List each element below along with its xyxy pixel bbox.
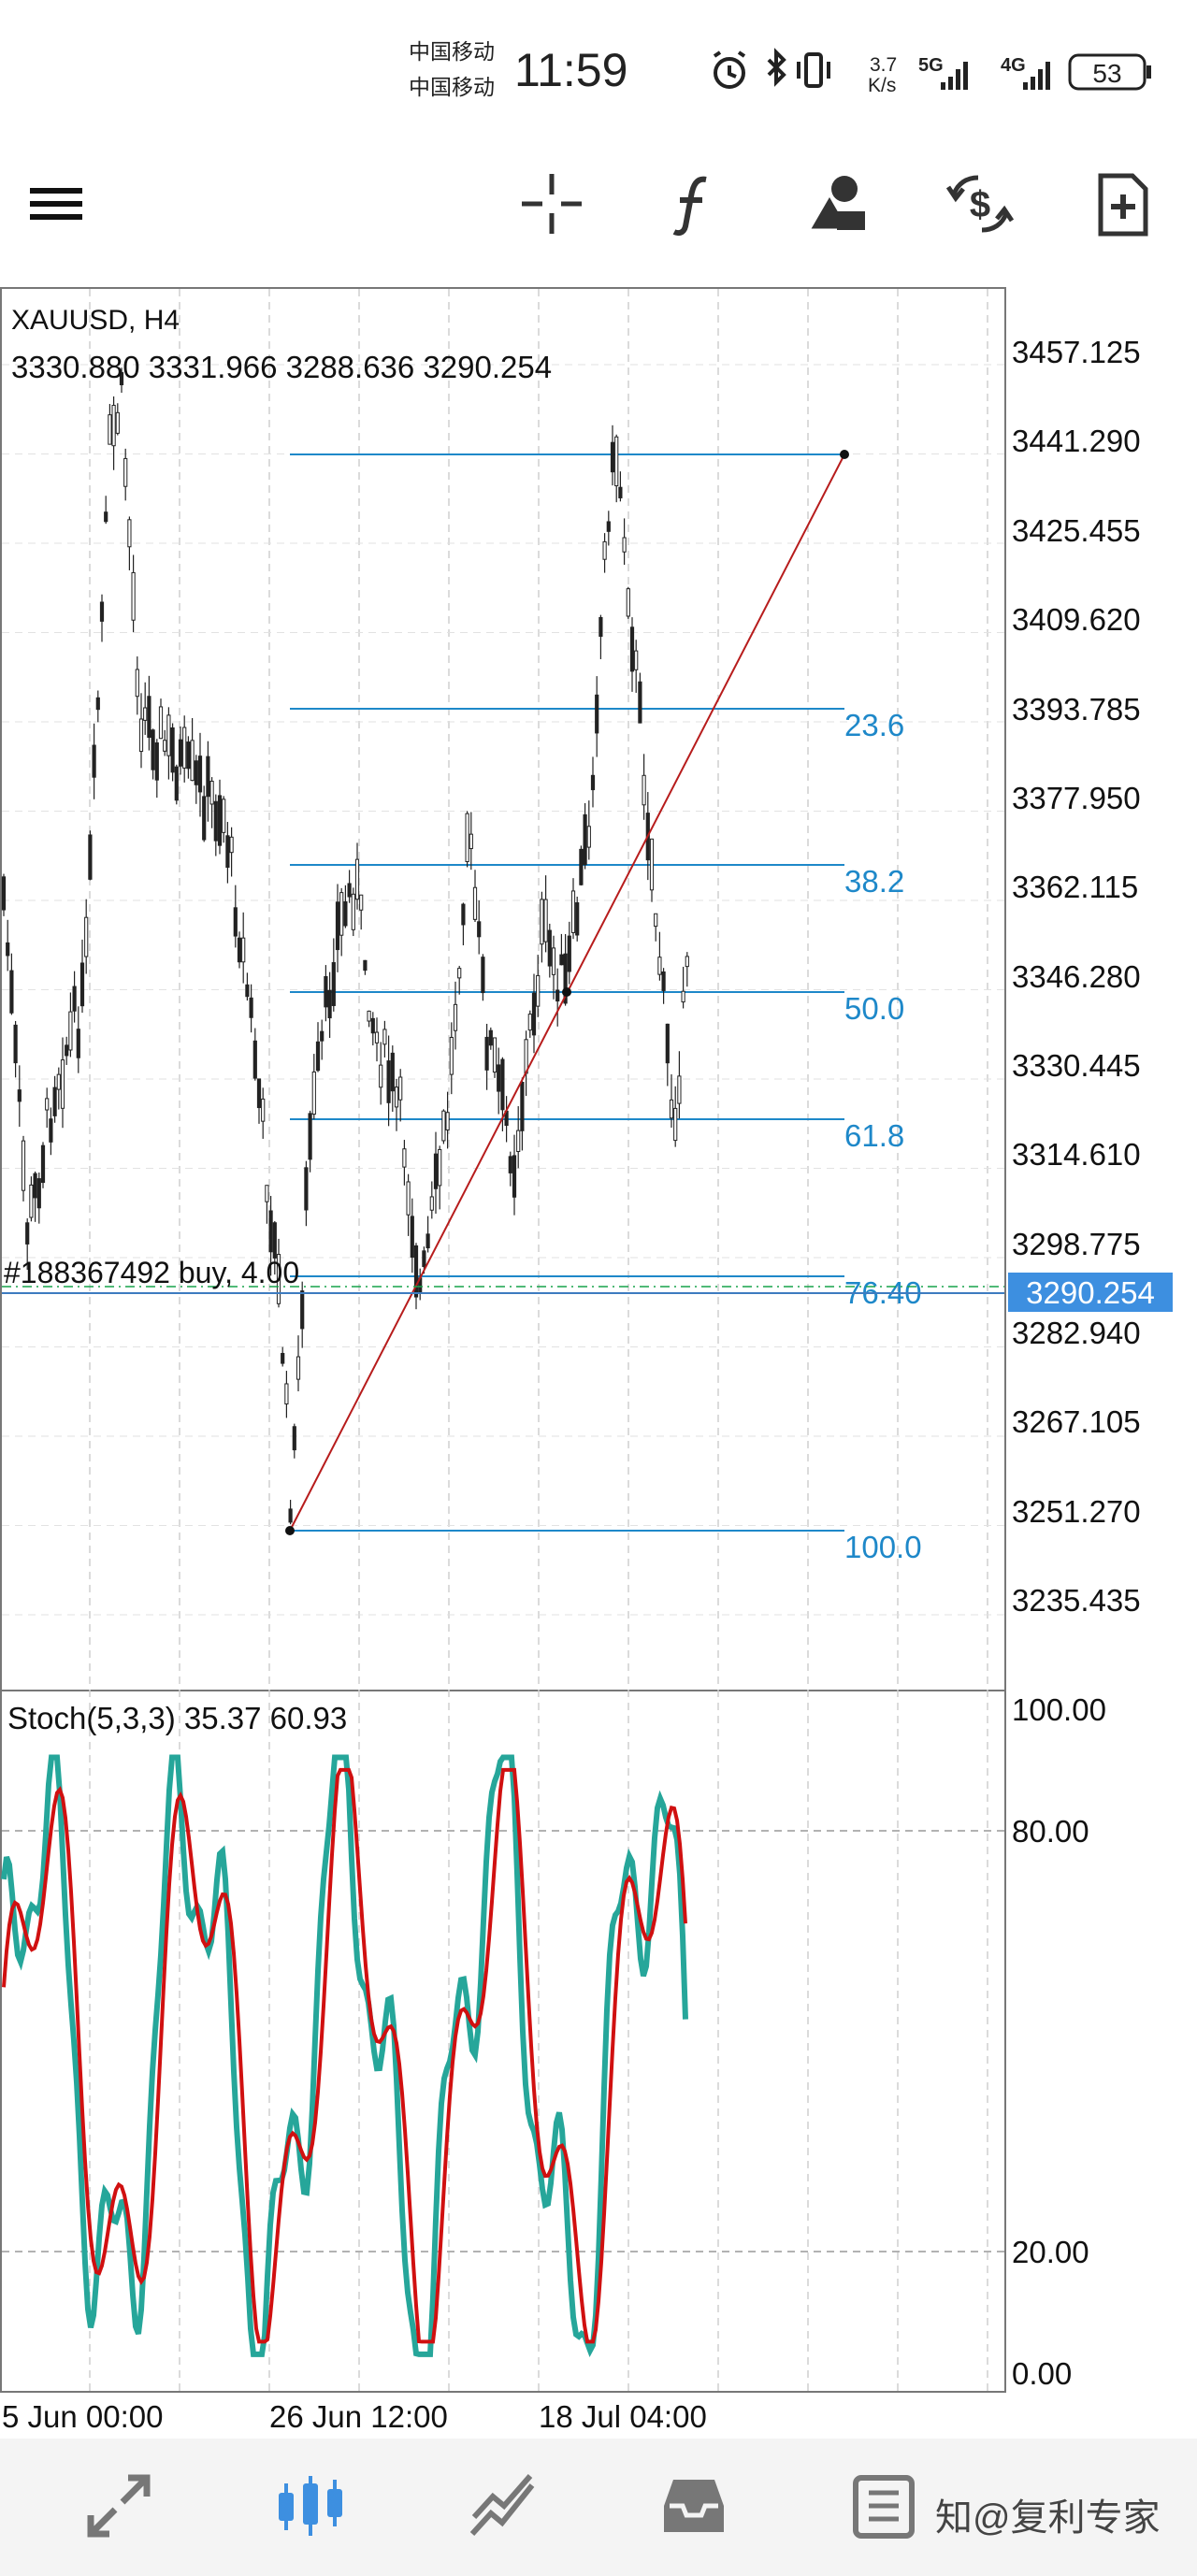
trend-anchor-end (840, 450, 849, 459)
stoch-label: Stoch(5,3,3) 35.37 60.93 (7, 1701, 347, 1735)
price-axis-label: 3457.125 (1012, 335, 1141, 369)
price-axis-label: 3235.435 (1012, 1583, 1141, 1618)
stoch-levels (2, 1830, 1004, 2252)
signal-icon-1 (941, 62, 968, 90)
price-axis-label: 3393.785 (1012, 692, 1141, 727)
price-axis-label: 3346.280 (1012, 959, 1141, 994)
date-axis-label: 26 Jun 12:00 (269, 2399, 448, 2434)
price-axis-label: 3330.445 (1012, 1048, 1141, 1083)
chart-area[interactable]: 3457.125 3441.290 3425.455 3409.620 3393… (0, 285, 1197, 2436)
stoch-axis-label: 20.00 (1012, 2235, 1089, 2269)
clock: 11:59 (514, 44, 628, 96)
price-axis-label: 3362.115 (1012, 870, 1138, 904)
fibonacci-levels (290, 453, 844, 1532)
toolbar (0, 140, 1197, 281)
status-icons: 3.7 K/s 5G 4G 53 (713, 48, 1151, 96)
svg-text:$: $ (970, 184, 990, 225)
price-axis-label: 3251.270 (1012, 1494, 1141, 1529)
current-price: 3290.254 (1026, 1275, 1155, 1310)
stoch-signal-line (2, 1767, 687, 2344)
ohlc-label: 3330.880 3331.966 3288.636 3290.254 (11, 350, 552, 384)
price-axis-label: 3314.610 (1012, 1137, 1141, 1172)
crosshair-icon[interactable] (516, 168, 587, 239)
price-axis-label: 3425.455 (1012, 513, 1141, 548)
date-axis-label: 5 Jun 00:00 (2, 2399, 163, 2434)
vibrate-icon (797, 52, 830, 88)
fib-label: 100.0 (844, 1530, 922, 1564)
fib-label: 38.2 (844, 864, 904, 899)
history-icon[interactable] (846, 2468, 921, 2543)
stoch-panel (0, 1690, 1006, 2393)
status-bar: 中国移动 中国移动 11:59 3.7 K/s 5G 4G 53 (0, 0, 1197, 140)
trend-anchor-start (285, 1526, 295, 1535)
network-4g-label: 4G (1001, 55, 1026, 76)
price-axis: 3457.125 3441.290 3425.455 3409.620 3393… (1012, 335, 1141, 1618)
date-axis: 5 Jun 00:00 26 Jun 12:00 18 Jul 04:00 (2, 2399, 707, 2434)
bluetooth-icon (767, 48, 786, 87)
signal-icon-2 (1023, 62, 1050, 90)
stoch-axis: 100.00 80.00 20.00 0.00 (1012, 1692, 1106, 2391)
stoch-axis-label: 80.00 (1012, 1814, 1089, 1849)
date-axis-label: 18 Jul 04:00 (539, 2399, 707, 2434)
fib-label: 61.8 (844, 1118, 904, 1153)
fib-label: 50.0 (844, 991, 904, 1026)
trend-anchor-mid (562, 987, 571, 997)
menu-icon[interactable] (21, 168, 92, 239)
stoch-axis-label: 0.00 (1012, 2356, 1072, 2391)
net-speed-unit: K/s (868, 75, 896, 96)
price-axis-label: 3282.940 (1012, 1316, 1141, 1350)
candlestick-series (1, 367, 689, 1525)
trade-icon[interactable] (81, 2468, 156, 2543)
price-axis-label: 3409.620 (1012, 602, 1141, 637)
battery-icon: 53 (1068, 53, 1151, 91)
symbol-label: XAUUSD, H4 (11, 305, 180, 336)
fib-label: 23.6 (844, 708, 904, 742)
new-document-icon[interactable] (1088, 168, 1159, 239)
bottom-navigation (0, 2439, 1197, 2576)
battery-level: 53 (1092, 59, 1121, 88)
price-chart[interactable]: 3457.125 3441.290 3425.455 3409.620 3393… (0, 285, 1197, 2436)
stoch-axis-label: 100.00 (1012, 1692, 1106, 1727)
order-label: #188367492 buy, 4.00 (4, 1256, 299, 1289)
current-price-tag (1008, 1273, 1173, 1312)
analytics-icon[interactable] (465, 2468, 540, 2543)
chart-icon[interactable] (273, 2468, 348, 2543)
inbox-icon[interactable] (656, 2468, 731, 2543)
net-speed-value: 3.7 (870, 54, 897, 76)
alarm-icon (713, 50, 746, 89)
network-5g-label: 5G (918, 55, 944, 76)
price-axis-label: 3441.290 (1012, 424, 1141, 458)
carrier-label-1: 中国移动 (409, 39, 495, 64)
carrier-label-2: 中国移动 (409, 75, 495, 99)
price-axis-label: 3377.950 (1012, 781, 1141, 815)
objects-icon[interactable] (801, 168, 873, 239)
function-icon[interactable] (659, 168, 730, 239)
price-axis-label: 3267.105 (1012, 1404, 1141, 1439)
stoch-main-line (1, 1754, 688, 2358)
currency-exchange-icon[interactable]: $ (945, 168, 1016, 239)
price-axis-label: 3298.775 (1012, 1227, 1141, 1261)
watermark-text: 知@复利专家 (935, 2497, 1161, 2539)
